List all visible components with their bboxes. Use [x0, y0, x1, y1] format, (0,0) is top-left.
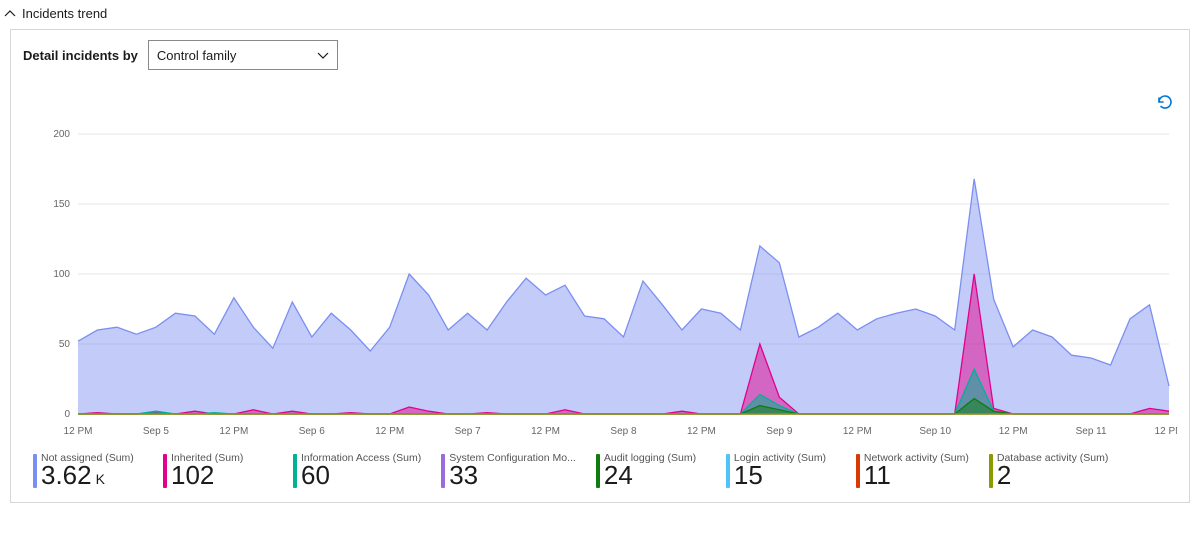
- svg-text:200: 200: [53, 129, 70, 140]
- svg-text:100: 100: [53, 269, 70, 280]
- svg-text:Sep 9: Sep 9: [766, 426, 793, 437]
- svg-text:Sep 7: Sep 7: [455, 426, 482, 437]
- legend-value: 2: [997, 462, 1108, 488]
- svg-text:12 PM: 12 PM: [999, 426, 1028, 437]
- svg-text:50: 50: [59, 339, 71, 350]
- svg-text:150: 150: [53, 199, 70, 210]
- svg-text:Sep 6: Sep 6: [299, 426, 326, 437]
- svg-text:Sep 8: Sep 8: [610, 426, 637, 437]
- legend-label: Database activity (Sum): [997, 452, 1108, 464]
- svg-text:Sep 11: Sep 11: [1076, 426, 1107, 437]
- legend-color-bar: [989, 454, 993, 488]
- legend-item[interactable]: Network activity (Sum)11: [846, 452, 979, 488]
- legend-color-bar: [726, 454, 730, 488]
- svg-text:12 PM: 12 PM: [64, 426, 93, 437]
- legend-item[interactable]: Not assigned (Sum)3.62K: [23, 452, 153, 488]
- legend-value: 11: [864, 462, 969, 488]
- svg-text:0: 0: [64, 409, 70, 420]
- reset-view-button[interactable]: [1155, 92, 1175, 112]
- legend-value: 33: [449, 462, 576, 488]
- svg-text:12 PM: 12 PM: [843, 426, 872, 437]
- legend-color-bar: [293, 454, 297, 488]
- svg-text:Sep 10: Sep 10: [919, 426, 951, 437]
- undo-icon: [1155, 92, 1175, 112]
- chevron-down-icon: [317, 49, 329, 61]
- legend-item[interactable]: Inherited (Sum)102: [153, 452, 283, 488]
- legend-value: 15: [734, 462, 826, 488]
- svg-text:12 PM: 12 PM: [219, 426, 248, 437]
- chart-legend: Not assigned (Sum)3.62KInherited (Sum)10…: [23, 452, 1177, 488]
- legend-color-bar: [441, 454, 445, 488]
- svg-text:12 PM: 12 PM: [687, 426, 716, 437]
- legend-item[interactable]: Information Access (Sum)60: [283, 452, 431, 488]
- section-header[interactable]: Incidents trend: [0, 0, 1200, 29]
- legend-value: 60: [301, 462, 421, 488]
- legend-item[interactable]: Login activity (Sum)15: [716, 452, 846, 488]
- incidents-trend-chart[interactable]: 0 50 100 150 200 12 PM Sep 5 12 PM Sep 6 12 PM Sep…: [23, 112, 1177, 442]
- legend-value: 3.62K: [41, 462, 134, 488]
- svg-text:12 PM: 12 PM: [1155, 426, 1177, 437]
- legend-value: 102: [171, 462, 243, 488]
- incidents-trend-panel: Detail incidents by Control family 0 50 10…: [10, 29, 1190, 503]
- svg-text:Sep 5: Sep 5: [143, 426, 170, 437]
- legend-color-bar: [163, 454, 167, 488]
- detail-by-select[interactable]: Control family: [148, 40, 338, 70]
- section-title: Incidents trend: [22, 6, 107, 21]
- legend-item[interactable]: System Configuration Mo...33: [431, 452, 586, 488]
- svg-text:12 PM: 12 PM: [375, 426, 404, 437]
- legend-value: 24: [604, 462, 696, 488]
- legend-color-bar: [33, 454, 37, 488]
- collapse-chevron-icon[interactable]: [4, 8, 16, 20]
- legend-item[interactable]: Audit logging (Sum)24: [586, 452, 716, 488]
- filter-label: Detail incidents by: [23, 48, 138, 63]
- legend-color-bar: [856, 454, 860, 488]
- legend-item[interactable]: Database activity (Sum)2: [979, 452, 1118, 488]
- legend-color-bar: [596, 454, 600, 488]
- svg-text:12 PM: 12 PM: [531, 426, 560, 437]
- select-value: Control family: [157, 48, 236, 63]
